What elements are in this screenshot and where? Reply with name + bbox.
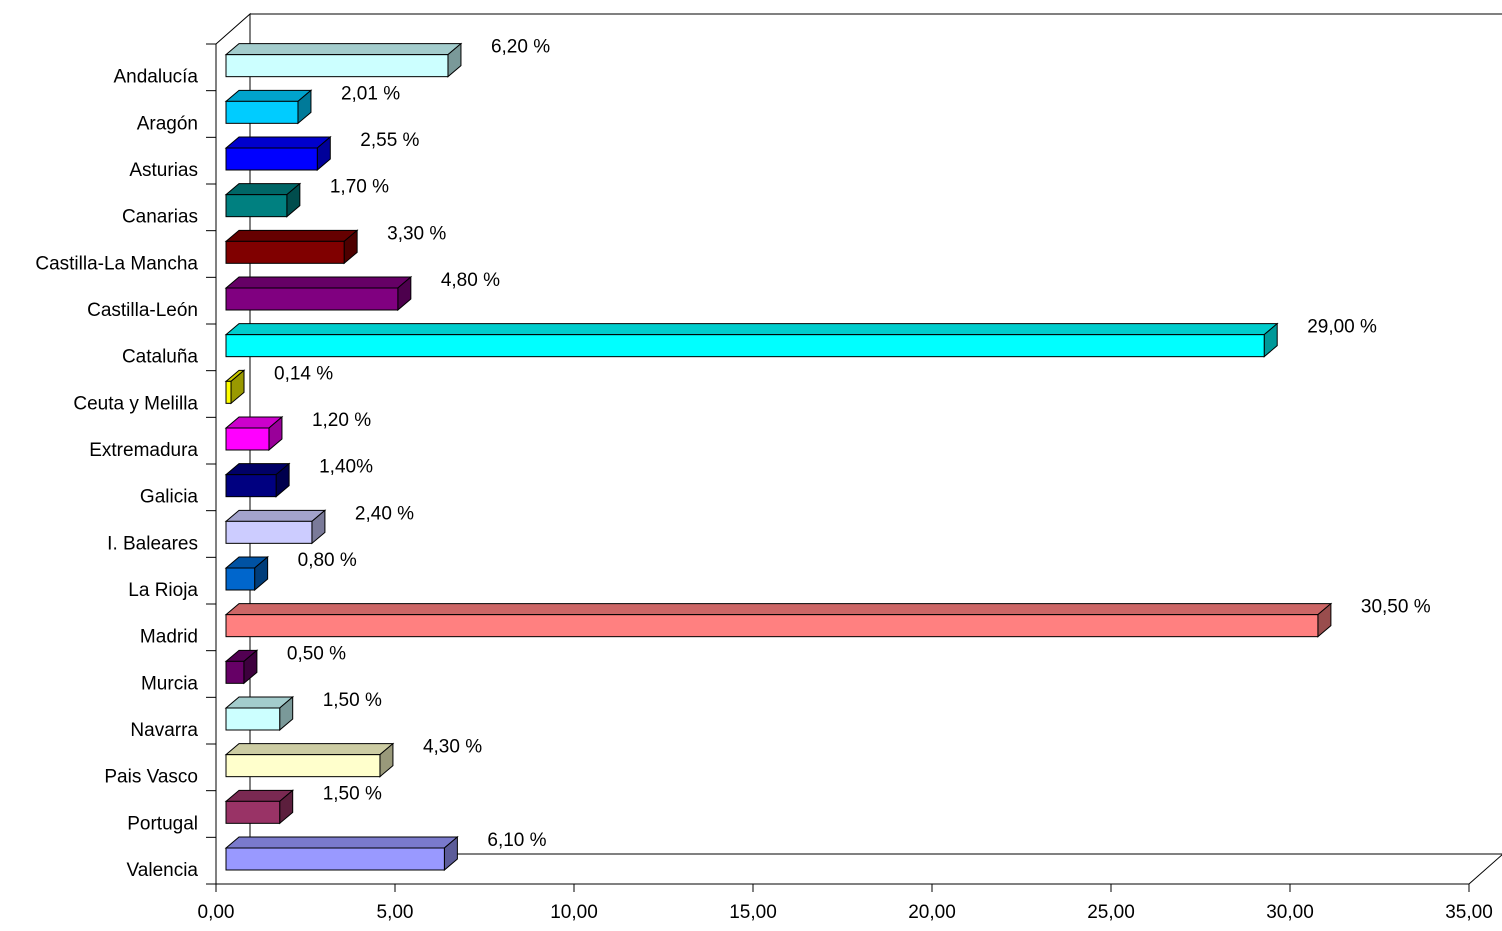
bar [224, 835, 459, 872]
bar [224, 462, 291, 498]
category-label: Valencia [127, 860, 199, 881]
bar-front-face [225, 54, 449, 78]
bars [224, 42, 1333, 872]
data-label: 1,50 % [323, 690, 382, 711]
bar [224, 649, 259, 685]
data-label: 30,50 % [1361, 597, 1431, 618]
axes: 0,00 5,00 10,00 15,00 20,00 25,00 30,00 35,00 [198, 43, 1493, 923]
data-label: 1,50 % [323, 783, 382, 804]
data-label: 6,10 % [487, 830, 546, 851]
data-label: 1,70 % [330, 177, 389, 198]
x-tick-label: 10,00 [550, 902, 598, 923]
bar [224, 135, 332, 172]
data-label: 2,01 % [341, 83, 400, 104]
bar-front-face [225, 287, 399, 311]
data-label: 2,55 % [360, 130, 419, 151]
category-label: Pais Vasco [104, 767, 198, 788]
bar-top-face [224, 229, 359, 242]
x-tick-label: 30,00 [1266, 902, 1314, 923]
bar [224, 789, 295, 825]
data-labels: Andalucía 6,20 % Aragón 2,01 % Asturias 2,55 … [35, 37, 1430, 881]
bar-top-face [224, 743, 395, 756]
category-label: La Rioja [128, 580, 198, 601]
bar-front-face [225, 427, 270, 451]
data-label: 4,80 % [441, 270, 500, 291]
data-label: 29,00 % [1307, 317, 1377, 338]
bar [224, 322, 1279, 358]
category-label: I. Baleares [107, 533, 198, 554]
bar [224, 555, 270, 592]
category-label: Navarra [130, 720, 198, 741]
bar-front-face [225, 707, 281, 731]
category-label: Castilla-La Mancha [35, 253, 198, 274]
bar [224, 415, 284, 452]
data-label: 0,80 % [298, 550, 357, 571]
data-label: 3,30 % [387, 223, 446, 244]
x-tick-label: 20,00 [908, 902, 956, 923]
bar-top-face [224, 836, 459, 849]
bar-front-face [225, 194, 288, 218]
bar-top-face [224, 136, 332, 149]
x-tick-label: 15,00 [729, 902, 777, 923]
bar-front-face [225, 567, 256, 591]
x-tick-label: 0,00 [198, 902, 235, 923]
bar-top-face [224, 43, 463, 56]
data-label: 1,20 % [312, 410, 371, 431]
bar [224, 89, 313, 125]
bar-top-face [224, 89, 313, 102]
category-label: Canarias [122, 207, 198, 228]
bar-front-face [225, 614, 1319, 638]
bar [224, 182, 302, 218]
bar [224, 509, 327, 545]
bar [224, 369, 246, 405]
bar-front-face [225, 847, 445, 871]
bar [224, 275, 413, 312]
category-label: Portugal [127, 813, 198, 834]
bar-front-face [225, 100, 299, 124]
bar-front-face [225, 660, 245, 684]
data-label: 6,20 % [491, 37, 550, 58]
x-tick-label: 5,00 [377, 902, 414, 923]
bar [224, 695, 295, 732]
bar [224, 229, 359, 265]
bar-top-face [224, 323, 1279, 336]
category-label: Murcia [141, 673, 198, 694]
x-tick-label: 25,00 [1087, 902, 1135, 923]
bar-top-face [224, 509, 327, 522]
data-label: 2,40 % [355, 503, 414, 524]
bar-top-face [224, 276, 413, 289]
category-label: Galicia [140, 487, 199, 508]
bar-top-face [224, 603, 1333, 616]
bar [224, 602, 1333, 638]
data-label: 0,14 % [274, 363, 333, 384]
category-label: Aragón [137, 113, 198, 134]
category-label: Cataluña [122, 347, 198, 368]
bar-front-face [225, 240, 345, 264]
bar [224, 42, 463, 78]
category-label: Castilla-León [87, 300, 198, 321]
bar-front-face [225, 800, 281, 824]
bar-front-face [225, 474, 277, 498]
bar-front-face [225, 147, 318, 171]
data-label: 0,50 % [287, 643, 346, 664]
floor-right-edge [1468, 854, 1502, 885]
category-label: Ceuta y Melilla [73, 393, 198, 414]
bar-front-face [225, 334, 1265, 358]
category-label: Madrid [140, 627, 198, 648]
bar-front-face [225, 380, 232, 404]
category-label: Asturias [129, 160, 198, 181]
category-label: Andalucía [113, 67, 198, 88]
data-label: 1,40% [319, 457, 373, 478]
bar-front-face [225, 754, 381, 778]
data-label: 4,30 % [423, 737, 482, 758]
bar-front-face [225, 520, 313, 544]
category-label: Extremadura [89, 440, 198, 461]
bar [224, 742, 395, 778]
x-tick-label: 35,00 [1445, 902, 1493, 923]
